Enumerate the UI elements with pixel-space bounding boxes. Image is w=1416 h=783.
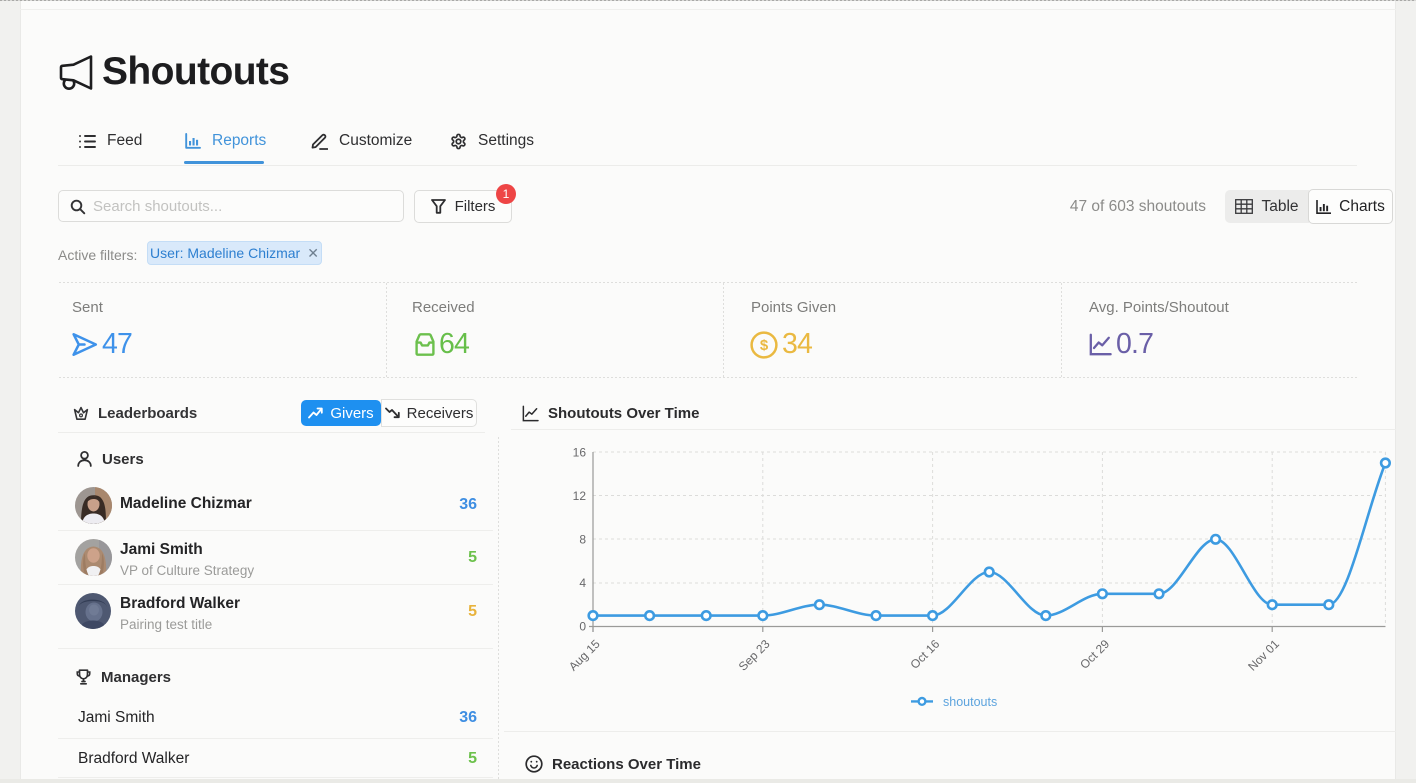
svg-text:8: 8 — [579, 533, 586, 547]
svg-text:Oct 29: Oct 29 — [1077, 637, 1112, 672]
svg-text:4: 4 — [579, 576, 586, 590]
svg-text:0: 0 — [579, 620, 586, 634]
svg-text:shoutouts: shoutouts — [943, 695, 997, 709]
svg-text:12: 12 — [573, 489, 587, 503]
svg-text:Aug 15: Aug 15 — [566, 637, 603, 674]
svg-text:Nov 01: Nov 01 — [1245, 637, 1282, 674]
svg-text:$: $ — [760, 337, 769, 354]
svg-text:Sep 23: Sep 23 — [736, 637, 773, 674]
svg-text:16: 16 — [573, 446, 587, 460]
svg-text:Oct 16: Oct 16 — [907, 637, 942, 672]
